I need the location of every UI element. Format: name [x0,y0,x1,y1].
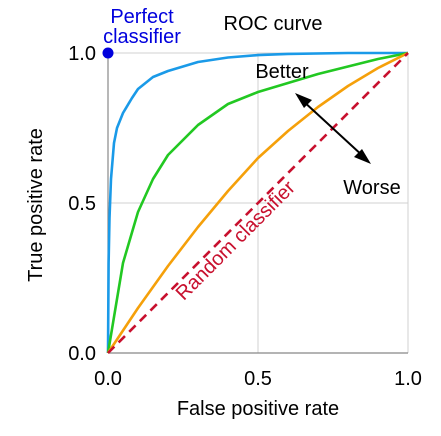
chart-title: ROC curve [224,13,323,35]
series-line-1 [106,51,409,354]
arrow-head-worse [354,149,371,164]
series-line-0 [106,51,408,354]
series-layer [106,51,409,354]
x-axis-label: False positive rate [177,398,339,420]
arrow-shaft [301,99,365,158]
y-axis-label: True positive rate [25,128,47,282]
x-tick-label-1: 0.5 [244,368,272,390]
arrow-head-better [295,93,312,108]
worse-label: Worse [343,177,400,199]
y-tick-label-2: 1.0 [68,43,96,65]
perfect-classifier-label-line2: classifier [103,26,181,48]
perfect-classifier-label-line1: Perfect [110,6,174,28]
points-layer [102,47,114,59]
series-line-3 [107,52,409,354]
better-worse-arrow [295,93,371,164]
x-tick-label-2: 1.0 [394,368,422,390]
y-tick-label-0: 0.0 [68,343,96,365]
better-label: Better [255,61,309,83]
series-line-2 [106,51,409,354]
random-classifier-label: Random classifier [172,177,300,305]
y-tick-label-1: 0.5 [68,193,96,215]
perfect-classifier-point [102,47,114,59]
x-tick-label-0: 0.0 [94,368,122,390]
tick-labels: 0.0 0.5 1.0 0.0 0.5 1.0 [68,43,422,390]
